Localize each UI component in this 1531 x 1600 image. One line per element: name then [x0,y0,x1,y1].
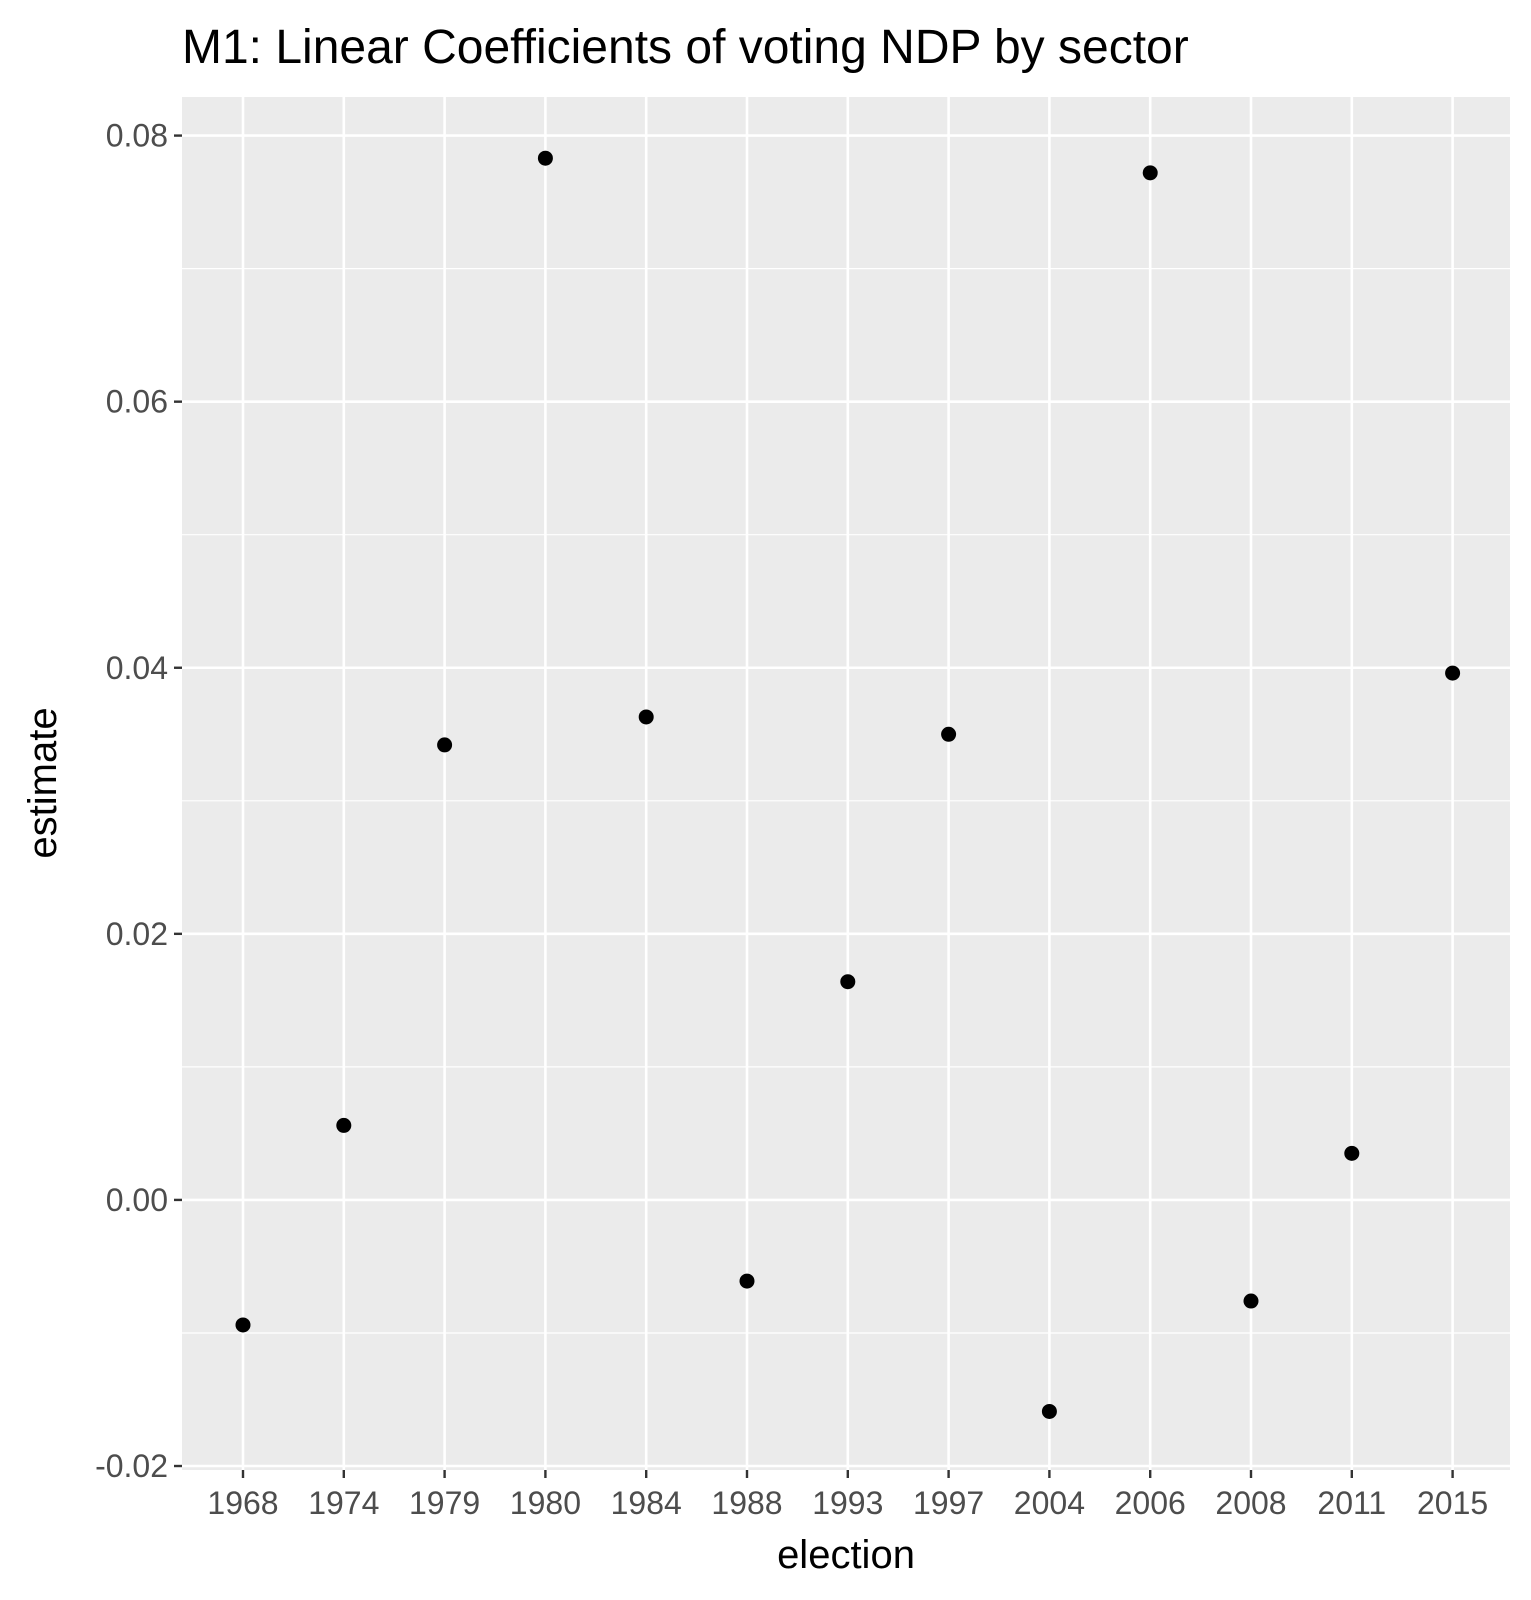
x-tick-label: 2006 [1115,1485,1186,1521]
x-tick-label: 1974 [308,1485,379,1521]
y-tick-label: -0.02 [95,1448,168,1484]
y-tick-label: 0.00 [106,1182,168,1218]
data-point [1041,1403,1057,1419]
y-tick-label: 0.06 [106,384,168,420]
y-axis-title: estimate [21,707,65,858]
data-point [638,709,654,725]
chart-title: M1: Linear Coefficients of voting NDP by… [182,21,1189,74]
x-tick-label: 1984 [611,1485,682,1521]
x-tick-label: 2004 [1014,1485,1085,1521]
data-point [1142,165,1158,181]
major-gridlines [182,97,1510,1470]
x-tick-label: 2008 [1215,1485,1286,1521]
data-point [1243,1293,1259,1309]
y-tick-label: 0.08 [106,118,168,154]
data-point [840,974,856,990]
y-tick-label: 0.02 [106,916,168,952]
y-axis: -0.02 0.00 0.02 0.04 0.06 0.08 [95,118,182,1484]
x-tick-label: 2011 [1317,1485,1386,1521]
x-tick-label: 1997 [913,1485,984,1521]
plot-panel [182,97,1510,1470]
data-point [235,1317,251,1333]
x-axis-title: election [777,1533,915,1577]
data-points [235,150,1461,1419]
x-tick-label: 1980 [510,1485,581,1521]
data-point [941,726,957,742]
x-tick-label: 1968 [207,1485,278,1521]
data-point [537,150,553,166]
x-tick-label: 1979 [409,1485,480,1521]
x-tick-label: 1988 [711,1485,782,1521]
x-tick-label: 1993 [812,1485,883,1521]
data-point [1344,1145,1360,1161]
y-tick-label: 0.04 [106,650,168,686]
x-axis: 1968 1974 1979 1980 1984 1988 1993 1997 2004 2006… [207,1470,1488,1521]
data-point [336,1117,352,1133]
data-point [1445,665,1461,681]
data-point [739,1273,755,1289]
data-point [437,737,453,753]
x-tick-label: 2015 [1417,1485,1488,1521]
minor-gridlines [182,268,1510,1334]
